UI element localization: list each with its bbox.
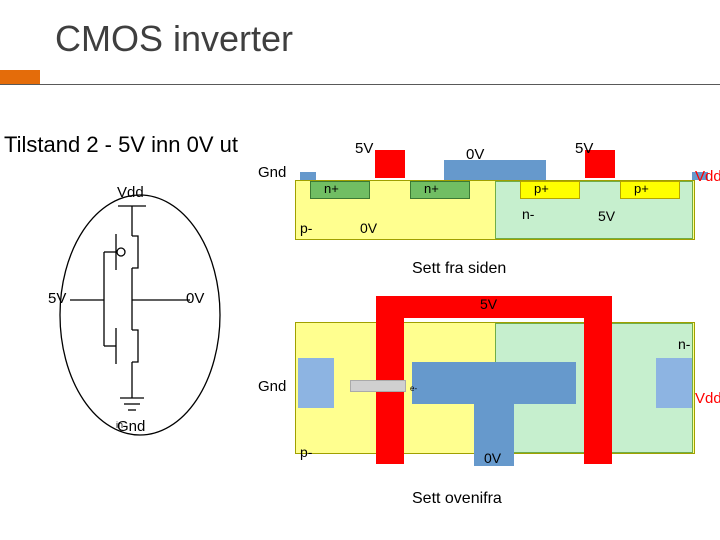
side-caption: Sett fra siden bbox=[412, 260, 506, 278]
n-plus-0 bbox=[310, 181, 370, 199]
vdd-pad bbox=[656, 358, 692, 408]
tv-label-n_minus: n- bbox=[678, 336, 690, 352]
schematic-vdd-label: Vdd bbox=[117, 184, 144, 201]
gate-0 bbox=[375, 150, 405, 178]
schematic-out-label: 0V bbox=[186, 290, 204, 307]
gnd-pad bbox=[298, 358, 334, 408]
page-title: CMOS inverter bbox=[55, 18, 293, 60]
schematic-in-label: 5V bbox=[48, 290, 66, 307]
e-channel bbox=[350, 380, 406, 392]
schematic: in bbox=[40, 180, 240, 450]
cs-label-p_minus: p- bbox=[300, 220, 312, 236]
n-plus-label-1: n+ bbox=[424, 181, 439, 196]
cs-label-v0_sub: 0V bbox=[360, 220, 377, 236]
tv-label-p_minus: p- bbox=[300, 444, 312, 460]
metal-out bbox=[444, 160, 546, 180]
tv-label-gnd: Gnd bbox=[258, 378, 286, 395]
subtitle: Tilstand 2 - 5V inn 0V ut bbox=[4, 132, 238, 158]
accent-bar bbox=[0, 70, 40, 84]
cs-label-v5_right: 5V bbox=[575, 140, 593, 157]
n-plus-label-0: n+ bbox=[324, 181, 339, 196]
n-plus-1 bbox=[410, 181, 470, 199]
contact-0 bbox=[300, 172, 316, 180]
top-caption: Sett ovenifra bbox=[412, 490, 502, 508]
p-plus-label-1: p+ bbox=[634, 181, 649, 196]
cs-label-v5_left: 5V bbox=[355, 140, 373, 157]
p-plus-1 bbox=[620, 181, 680, 199]
metal-bar bbox=[412, 362, 576, 404]
cs-label-v5_well: 5V bbox=[598, 208, 615, 224]
cs-label-vdd: Vdd bbox=[695, 168, 720, 185]
p-plus-label-0: p+ bbox=[534, 181, 549, 196]
tv-label-v0: 0V bbox=[484, 450, 501, 466]
p-plus-0 bbox=[520, 181, 580, 199]
schematic-gnd-label: Gnd bbox=[117, 418, 145, 435]
cs-label-n_minus: n- bbox=[522, 206, 534, 222]
cs-label-gnd: Gnd bbox=[258, 164, 286, 181]
tv-label-v5_top: 5V bbox=[480, 296, 497, 312]
poly-right bbox=[584, 314, 612, 464]
tv-label-vdd: Vdd bbox=[695, 390, 720, 407]
tv-label-e_minus: e- bbox=[410, 384, 417, 393]
schematic-bubble bbox=[60, 195, 220, 435]
cs-label-v0_mid: 0V bbox=[466, 146, 484, 163]
header-underline bbox=[0, 84, 720, 85]
